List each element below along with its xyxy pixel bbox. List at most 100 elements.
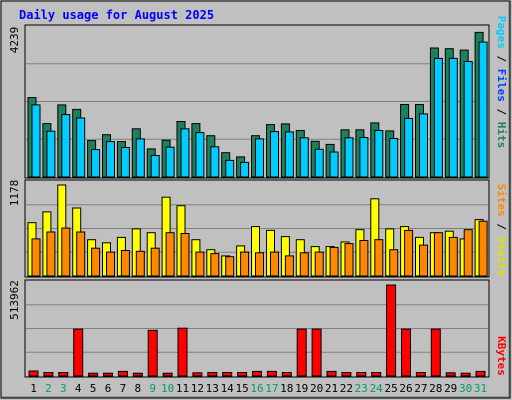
hits-bar-files-day-17	[270, 131, 279, 178]
kbytes-max-label: 513962	[8, 280, 21, 320]
hits-bar-files-day-6	[106, 141, 115, 178]
day-label-7: 7	[120, 382, 127, 395]
kbytes-bar-kbytes-day-24	[371, 372, 382, 377]
kbytes-bar-kbytes-day-7	[117, 370, 128, 377]
visits-bar-sites-day-12	[195, 251, 205, 277]
hits-bar-files-day-15	[240, 161, 250, 178]
hits-bar-files-day-13	[210, 146, 220, 178]
hits-bar-files-day-5	[91, 149, 101, 178]
day-label-22: 22	[340, 382, 353, 395]
hits-axis-label: Hits	[495, 122, 508, 149]
hits-bar-files-day-25	[389, 138, 399, 178]
day-label-15: 15	[235, 382, 248, 395]
hits-bar-files-day-8	[135, 138, 145, 178]
visits-bar-sites-day-26	[404, 229, 414, 277]
day-label-25: 25	[384, 382, 397, 395]
visits-bar-sites-day-10	[165, 232, 175, 277]
day-label-2: 2	[45, 382, 52, 395]
hits-bar-files-day-12	[195, 132, 205, 178]
visits-bar-sites-day-4	[76, 231, 86, 277]
sites-axis-label: Sites	[495, 184, 508, 217]
visits-max-label: 1178	[8, 180, 21, 207]
kbytes-bar-kbytes-day-3	[58, 372, 69, 377]
kbytes-bar-kbytes-day-14	[222, 372, 233, 377]
bars-layer	[26, 31, 488, 377]
visits-bar-sites-day-21	[329, 246, 339, 277]
kbytes-bar-kbytes-day-10	[162, 372, 173, 377]
visits-bar-sites-day-11	[180, 233, 190, 277]
day-label-29: 29	[444, 382, 457, 395]
hits-bar-files-day-18	[284, 131, 294, 178]
visits-bar-sites-day-1	[31, 238, 41, 277]
visits-bar-sites-day-16	[255, 252, 264, 277]
hits-bar-files-day-16	[255, 138, 264, 178]
hits-bar-files-day-21	[329, 151, 339, 178]
files-axis-label: Files	[495, 69, 508, 102]
kbytes-bar-kbytes-day-19	[296, 328, 307, 377]
hits-bar-files-day-10	[165, 146, 175, 178]
visits-bar-sites-day-19	[299, 252, 309, 277]
kbytes-bar-kbytes-day-25	[386, 284, 397, 377]
pages-axis-label: Pages	[495, 16, 508, 49]
day-label-10: 10	[161, 382, 174, 395]
visits-bar-sites-day-30	[463, 229, 473, 277]
day-label-6: 6	[105, 382, 112, 395]
visits-bar-sites-day-20	[314, 251, 324, 277]
kbytes-bar-kbytes-day-4	[73, 328, 84, 377]
day-label-19: 19	[295, 382, 308, 395]
hits-bar-files-day-20	[314, 148, 324, 178]
kbytes-bar-kbytes-day-31	[475, 370, 486, 377]
day-label-30: 30	[459, 382, 472, 395]
visits-bar-sites-day-3	[61, 227, 71, 277]
hits-bar-files-day-30	[463, 61, 473, 178]
visits-bar-sites-day-9	[150, 247, 160, 277]
kbytes-panel-axis-label: KBytes	[495, 336, 508, 376]
visits-bar-sites-day-5	[91, 247, 101, 277]
hits-bar-files-day-31	[478, 41, 488, 178]
kbytes-bar-kbytes-day-13	[207, 372, 218, 377]
hits-bar-files-day-4	[76, 117, 86, 178]
kbytes-bar-kbytes-day-23	[356, 372, 367, 377]
hits-bar-files-day-22	[344, 137, 354, 178]
kbytes-bar-kbytes-day-1	[28, 370, 39, 377]
hits-bar-files-day-28	[433, 57, 443, 178]
visits-bar-sites-day-24	[374, 239, 384, 277]
kbytes-bar-kbytes-day-9	[147, 329, 158, 377]
hits-bar-files-day-27	[419, 113, 428, 178]
day-label-13: 13	[206, 382, 219, 395]
hits-bar-files-day-1	[31, 104, 41, 178]
kbytes-bar-kbytes-day-26	[401, 328, 411, 377]
visits-bar-sites-day-7	[120, 250, 130, 277]
day-label-24: 24	[370, 382, 384, 395]
kbytes-bar-kbytes-day-11	[177, 327, 188, 377]
day-label-5: 5	[90, 382, 97, 395]
hits-max-label: 4239	[8, 27, 21, 54]
visits-bar-sites-day-13	[210, 253, 220, 277]
kbytes-bar-kbytes-day-28	[430, 328, 441, 377]
kbytes-bar-kbytes-day-17	[266, 370, 277, 377]
kbytes-bar-kbytes-day-5	[88, 372, 99, 377]
visits-bar-sites-day-22	[344, 243, 354, 277]
day-label-31: 31	[474, 382, 487, 395]
hits-bar-files-day-9	[150, 155, 160, 178]
kbytes-bar-kbytes-day-27	[415, 372, 426, 377]
visits-bar-sites-day-25	[389, 249, 399, 277]
kbytes-bar-kbytes-day-16	[252, 370, 262, 377]
kbytes-bar-kbytes-day-12	[192, 372, 203, 377]
visits-panel-axis-label: Sites / Visits	[495, 184, 508, 277]
day-label-3: 3	[60, 382, 67, 395]
kbytes-bar-kbytes-day-6	[103, 372, 113, 377]
kbytes-bar-kbytes-day-30	[460, 372, 471, 377]
kbytes-bar-kbytes-day-15	[237, 372, 248, 377]
day-label-21: 21	[325, 382, 338, 395]
day-label-17: 17	[265, 382, 278, 395]
hits-bar-files-day-29	[448, 57, 458, 178]
hits-panel-axis-label: Pages / Files / Hits	[495, 16, 508, 149]
visits-bar-sites-day-28	[433, 232, 443, 277]
hits-bar-files-day-11	[180, 128, 190, 178]
hits-bar-files-day-2	[46, 130, 56, 178]
day-label-9: 9	[149, 382, 156, 395]
day-label-8: 8	[134, 382, 141, 395]
kbytes-bar-kbytes-day-18	[281, 372, 292, 377]
